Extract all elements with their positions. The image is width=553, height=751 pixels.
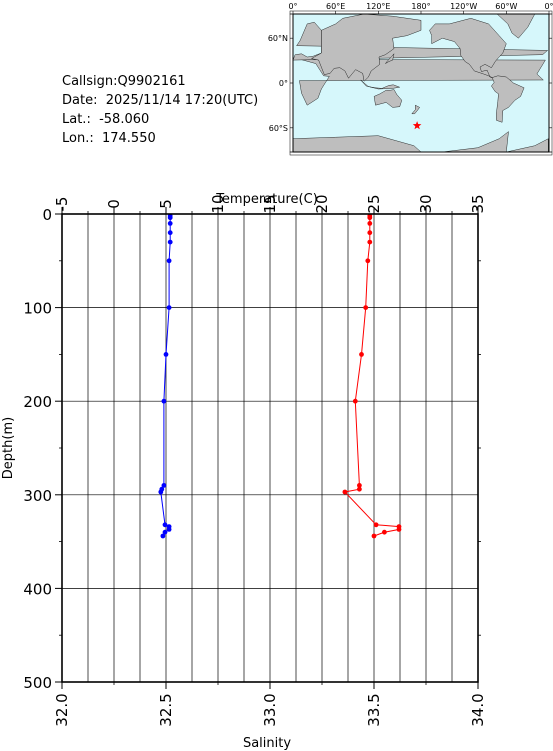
map-lon-label: 60°E — [326, 2, 345, 11]
salinity-point — [357, 486, 362, 492]
salinity-tick-label: 32.5 — [157, 693, 175, 726]
map-lon-label: 0° — [288, 2, 297, 11]
salinity-tick-label: 34.0 — [469, 693, 487, 726]
map-lon-label: 60°W — [495, 2, 517, 11]
map-lon-label: 120°E — [366, 2, 390, 11]
temperature-tick-label: 30 — [417, 194, 435, 213]
salinity-point — [365, 258, 371, 264]
depth-tick-label: 100 — [23, 300, 52, 318]
salinity-point — [373, 522, 379, 528]
land-north-america — [429, 18, 507, 79]
map-border-bottom — [289, 151, 553, 156]
temperature-tick-label: 0 — [105, 199, 123, 209]
callsign-text: Callsign:Q9902161 — [62, 74, 186, 89]
temperature-tick-label: 5 — [157, 199, 175, 209]
map-lat-label: 0° — [279, 79, 288, 88]
salinity-point — [359, 352, 364, 357]
temperature-point — [166, 527, 172, 532]
land-indonesia — [360, 79, 401, 90]
salinity-tick-label: 33.0 — [261, 693, 279, 726]
salinity-point — [363, 305, 369, 310]
temperature-tick-label: 35 — [469, 194, 487, 213]
temperature-point — [161, 483, 167, 488]
salinity-point — [367, 215, 373, 221]
land-japan — [385, 53, 395, 64]
date-text: Date: 2025/11/14 17:20(UTC) — [62, 93, 259, 108]
temperature-tick-label: 25 — [365, 194, 383, 213]
salinity-point — [396, 527, 402, 532]
map-lon-label: 180° — [411, 2, 430, 11]
depth-tick-label: 500 — [23, 674, 52, 692]
temperature-point — [166, 258, 172, 264]
map-lon-label: 0° — [544, 2, 553, 11]
depth-axis-title: Depth(m) — [1, 417, 16, 479]
salinity-point — [352, 398, 358, 404]
depth-tick-label: 200 — [23, 393, 52, 411]
land-south-america — [491, 75, 525, 123]
temperature-axis-title: Temperature(C) — [215, 192, 318, 207]
temperature-point — [162, 522, 168, 528]
temperature-point — [160, 533, 166, 539]
salinity-point — [367, 230, 373, 236]
temperature-point — [167, 215, 173, 221]
map-lat-label: 60°N — [268, 34, 288, 43]
salinity-profile-line — [343, 215, 400, 537]
map-lon-label: 120°W — [450, 2, 477, 11]
depth-tick-label: 300 — [23, 487, 52, 505]
longitude-text: Lon.: 174.550 — [62, 131, 156, 146]
salinity-point — [342, 489, 348, 495]
land-nz — [411, 104, 420, 114]
temperature-point — [162, 529, 168, 535]
map-lat-label: 60°S — [269, 124, 288, 133]
land-australia — [373, 89, 403, 108]
temperature-tick-label: -5 — [53, 197, 71, 212]
temperature-tick-label: 10 — [209, 194, 227, 213]
temperature-point — [158, 489, 164, 495]
salinity-axis-title: Salinity — [243, 736, 291, 751]
depth-tick-label: 0 — [42, 206, 52, 224]
salinity-point — [357, 483, 362, 488]
temperature-tick-label: 15 — [261, 194, 279, 213]
salinity-point — [367, 239, 373, 245]
temperature-point — [167, 239, 173, 245]
salinity-point — [382, 529, 387, 535]
land-asia — [310, 13, 422, 82]
depth-tick-label: 400 — [23, 580, 52, 598]
salinity-point — [371, 533, 377, 539]
salinity-tick-label: 33.5 — [365, 693, 383, 726]
float-info: Callsign:Q9902161 Date: 2025/11/14 17:20… — [62, 72, 258, 148]
temperature-point — [167, 230, 173, 236]
land-antarctica-west — [421, 131, 549, 153]
temperature-point — [161, 398, 167, 404]
latitude-text: Lat.: -58.060 — [62, 112, 150, 127]
float-location-marker — [412, 121, 422, 130]
salinity-tick-label: 32.0 — [53, 693, 71, 726]
salinity-point — [367, 221, 373, 226]
temperature-tick-label: 20 — [313, 194, 331, 213]
temperature-point — [166, 305, 172, 310]
temperature-point — [167, 221, 173, 226]
temperature-point — [163, 352, 169, 357]
